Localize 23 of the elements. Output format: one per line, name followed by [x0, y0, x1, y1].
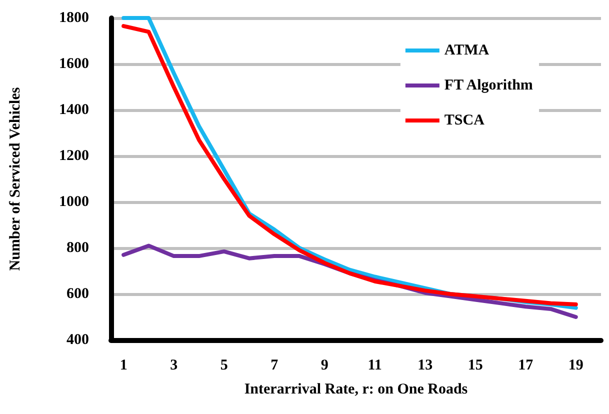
y-tick-label: 1400 — [59, 102, 89, 118]
legend-label: TSCA — [444, 112, 485, 128]
y-tick-label: 1800 — [59, 10, 89, 26]
y-tick-label: 1000 — [59, 194, 89, 210]
x-axis-title: Interarrival Rate, r: on One Roads — [244, 382, 468, 398]
y-tick-label: 1200 — [59, 148, 89, 164]
y-axis-title: Number of Serviced Vehicles — [8, 87, 24, 271]
x-tick-label: 9 — [320, 358, 328, 374]
x-tick-label: 11 — [368, 358, 382, 374]
x-tick-label: 19 — [568, 358, 584, 374]
y-tick-label: 1600 — [59, 56, 89, 72]
x-tick-label: 7 — [270, 358, 279, 374]
x-tick-label: 5 — [220, 358, 228, 374]
legend-label: ATMA — [444, 42, 490, 58]
y-tick-label: 600 — [66, 286, 89, 302]
x-tick-label: 17 — [518, 358, 534, 374]
y-tick-label: 400 — [66, 332, 89, 348]
x-tick-label: 1 — [120, 358, 128, 374]
x-tick-label: 3 — [170, 358, 178, 374]
legend-label: FT Algorithm — [444, 78, 534, 94]
x-tick-label: 15 — [468, 358, 483, 374]
x-tick-label: 13 — [418, 358, 433, 374]
y-tick-label: 800 — [66, 240, 89, 256]
